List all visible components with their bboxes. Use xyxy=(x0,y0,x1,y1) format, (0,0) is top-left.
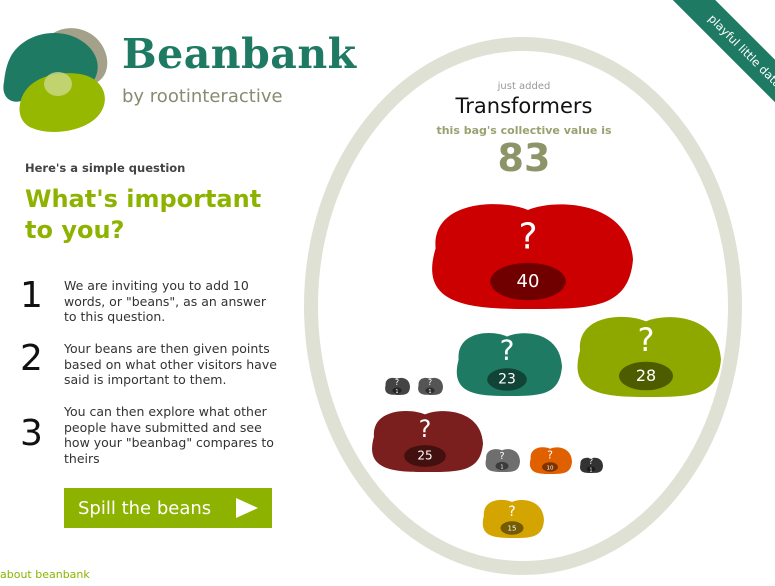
question-intro: Here's a simple question xyxy=(25,161,186,175)
bean-word: ? xyxy=(638,321,655,359)
bean-points: 28 xyxy=(636,366,656,385)
bean-points: 1 xyxy=(395,389,398,395)
bean-points-badge xyxy=(495,461,509,471)
bean-points-badge xyxy=(619,361,673,391)
bag-caption: this bag's collective value is xyxy=(436,124,612,137)
bean-9[interactable]: ?1 xyxy=(418,377,443,395)
bean-3[interactable]: ? 28 xyxy=(577,316,721,397)
bean-word: ? xyxy=(500,334,515,367)
step-number: 3 xyxy=(20,413,43,454)
bean-5[interactable]: ? 15 xyxy=(482,499,544,538)
bean-word: ? xyxy=(419,415,432,443)
bean-points: 1 xyxy=(428,389,431,395)
bean-shape xyxy=(580,457,603,473)
spill-the-beans-button[interactable]: Spill the beans xyxy=(64,488,272,528)
bean-shape xyxy=(482,499,544,538)
bean-word: ? xyxy=(589,457,593,466)
bean-2[interactable]: ? 23 xyxy=(456,333,562,396)
bean-1[interactable]: ? 40 xyxy=(432,204,633,309)
step-text: We are inviting you to add 10 words, or … xyxy=(64,278,266,325)
bean-shape xyxy=(385,377,410,395)
beanbank-logo xyxy=(3,28,108,132)
bean-points-badge xyxy=(425,387,435,394)
step-text: Your beans are then given points based o… xyxy=(64,341,277,388)
bean-10[interactable]: ?1 xyxy=(580,457,603,474)
bean-word: ? xyxy=(518,217,537,258)
bean-points-badge xyxy=(586,466,596,472)
brand-title: Beanbank xyxy=(122,30,357,78)
bag-value: 83 xyxy=(497,136,551,180)
about-link[interactable]: about beanbank xyxy=(0,568,90,581)
bean-shape xyxy=(577,316,721,397)
bean-shape xyxy=(485,449,520,472)
bean-points: 25 xyxy=(417,449,432,463)
step-number: 2 xyxy=(20,338,43,379)
bean-points-badge xyxy=(404,445,446,467)
bean-word: ? xyxy=(547,449,553,462)
step-text: You can then explore what other people h… xyxy=(64,404,274,466)
bean-points: 23 xyxy=(498,372,516,388)
bean-points: 40 xyxy=(517,271,540,292)
bean-points-badge xyxy=(490,262,566,301)
step-number: 1 xyxy=(20,275,43,316)
spill-the-beans-label: Spill the beans xyxy=(78,497,212,519)
bean-7[interactable]: ?1 xyxy=(485,449,520,472)
play-arrow-icon xyxy=(236,498,258,518)
bean-4[interactable]: ? 25 xyxy=(372,410,483,472)
bean-shape xyxy=(432,204,633,309)
bean-word: ? xyxy=(499,451,504,462)
question-title: What's important to you? xyxy=(25,185,262,245)
bean-points: 10 xyxy=(547,466,554,472)
bean-points-badge xyxy=(500,521,524,535)
logo-bean-lime xyxy=(19,73,105,132)
bean-8[interactable]: ?1 xyxy=(385,377,410,395)
bean-word: ? xyxy=(428,378,432,387)
bean-shape xyxy=(529,447,572,474)
bean-points-badge xyxy=(542,462,558,472)
bean-points-badge xyxy=(392,387,402,394)
brand-byline: by rootinteractive xyxy=(122,86,283,107)
bean-points: 15 xyxy=(508,525,517,533)
beanbag-ring xyxy=(304,37,742,575)
bean-points: 1 xyxy=(500,465,503,471)
bag-name: Transformers xyxy=(455,94,593,118)
bean-word: ? xyxy=(395,378,399,387)
bean-points: 1 xyxy=(589,468,592,474)
logo-highlight xyxy=(44,72,72,96)
bean-shape xyxy=(456,333,562,396)
bean-shape xyxy=(372,410,483,472)
bean-6[interactable]: ? 10 xyxy=(529,447,572,474)
bean-shape xyxy=(418,377,443,395)
bean-word: ? xyxy=(508,504,515,520)
bean-points-badge xyxy=(487,368,527,391)
bag-subtitle: just added xyxy=(497,81,551,92)
